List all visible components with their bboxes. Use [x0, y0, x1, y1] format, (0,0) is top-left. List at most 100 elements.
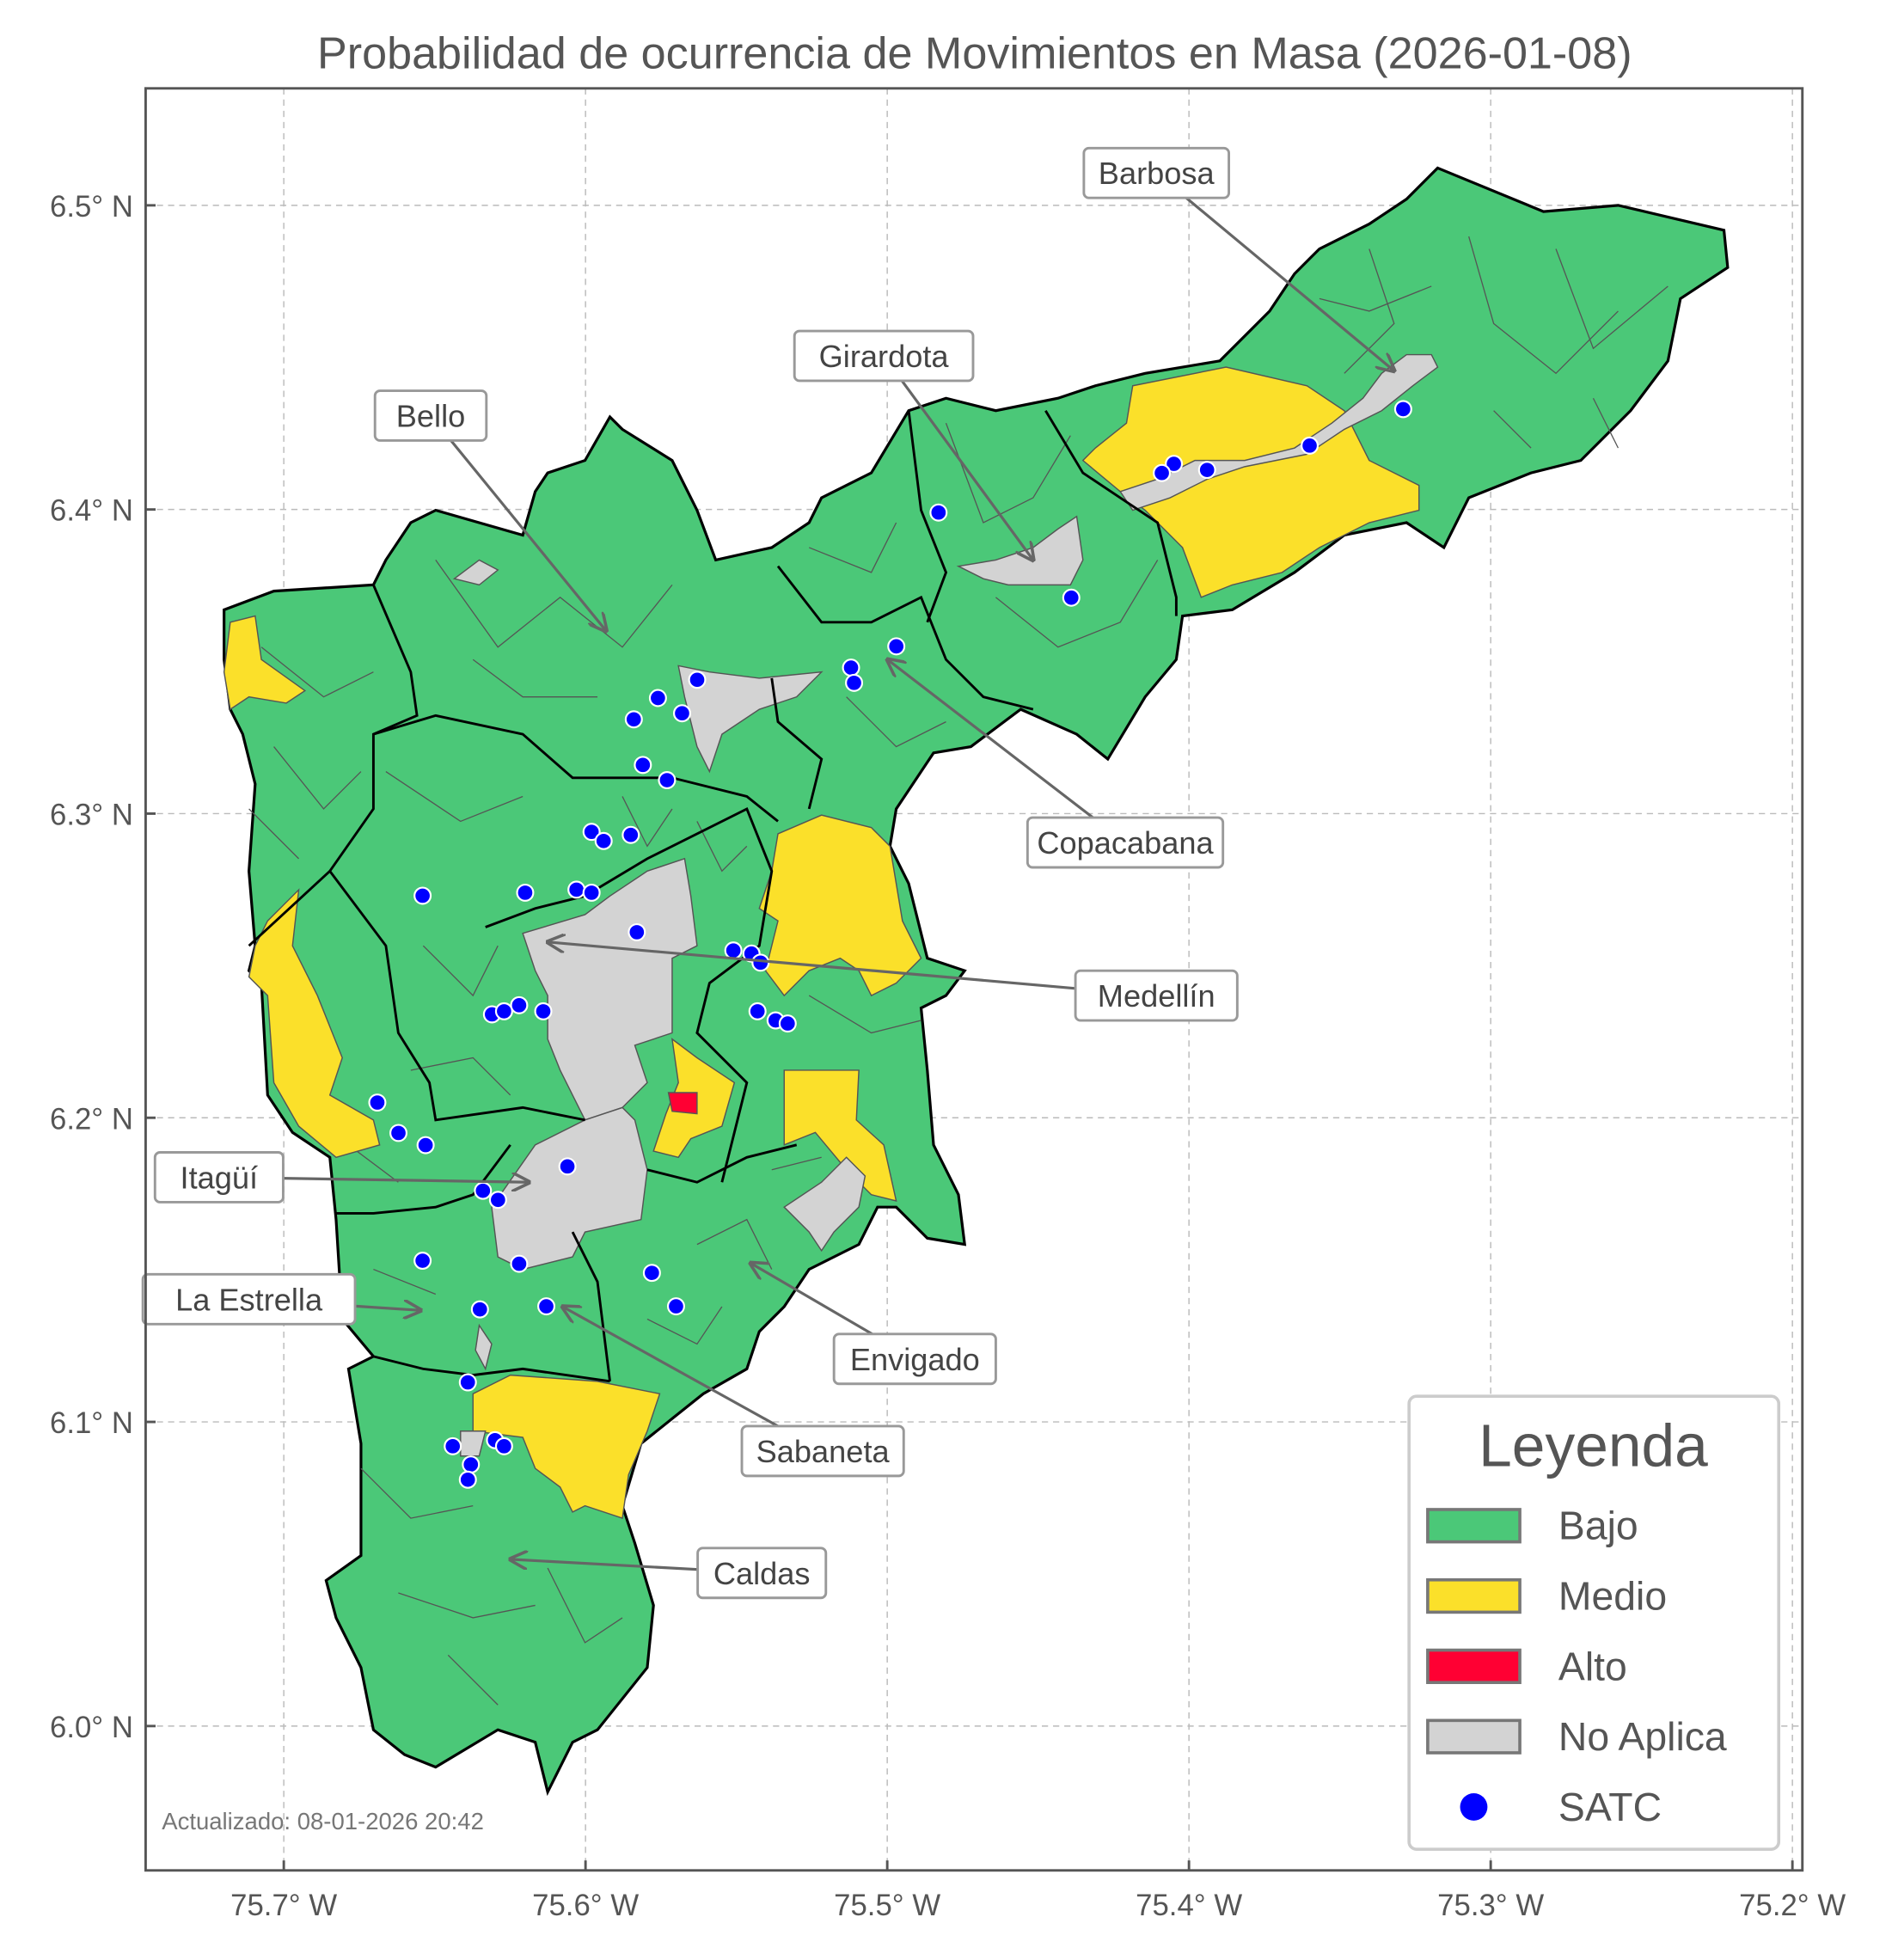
satc-station-marker	[582, 823, 601, 842]
annotation-box	[1074, 969, 1239, 1022]
satc-station-marker	[558, 1157, 577, 1176]
annotation-label: Copacabana	[1037, 825, 1214, 861]
x-tick-label: 75.3° W	[1437, 1890, 1544, 1922]
satc-station-marker	[842, 658, 860, 677]
satc-station-marker	[628, 922, 646, 941]
satc-station-marker	[1165, 455, 1184, 474]
vereda-boundary	[808, 522, 897, 573]
satc-station-marker	[748, 1001, 767, 1020]
annotation-box	[153, 1151, 285, 1204]
legend-item-satc: SATC	[1460, 1785, 1662, 1829]
legend-item-no-aplica: No Aplica	[1426, 1714, 1727, 1759]
vereda-boundary	[696, 1218, 773, 1270]
annotation-box	[832, 1332, 997, 1386]
region-medio	[223, 366, 1420, 1520]
vereda-boundary	[447, 1654, 499, 1706]
satc-station-marker	[658, 771, 677, 790]
satc-station-marker	[494, 1001, 513, 1020]
annotation-label: Itagüí	[181, 1160, 259, 1195]
annotation-barbosa: Barbosa	[1082, 146, 1394, 371]
satc-stations	[368, 400, 1412, 1489]
annotation-label: Barbosa	[1099, 156, 1215, 191]
satc-station-marker	[672, 704, 691, 723]
vereda-boundary	[771, 1156, 822, 1171]
legend-label: Bajo	[1558, 1504, 1638, 1548]
updated-timestamp: Actualizado: 08-01-2026 20:42	[162, 1808, 484, 1834]
region-alto	[667, 1092, 698, 1115]
annotation-label: Sabaneta	[756, 1434, 891, 1469]
satc-station-marker	[416, 1136, 435, 1155]
annotation-label: Bello	[396, 399, 465, 434]
satc-station-marker	[494, 1436, 513, 1455]
satc-station-marker	[666, 1297, 685, 1316]
municipality-annotations: Barbosa Girardota Bello Copacabana Medellín I…	[141, 146, 1394, 1600]
legend-label: SATC	[1558, 1785, 1662, 1829]
satc-station-marker	[458, 1373, 477, 1392]
satc-station-marker	[534, 1001, 553, 1020]
municipal-boundaries	[248, 409, 1178, 1383]
satc-station-marker	[444, 1436, 462, 1455]
annotation-arrow	[887, 659, 1126, 844]
annotation-bello: Bello	[373, 389, 606, 631]
annotation-box	[793, 329, 975, 383]
satc-station-marker	[1393, 400, 1412, 419]
satc-station-marker	[1197, 461, 1216, 480]
vereda-boundary	[410, 1057, 511, 1096]
vereda-boundary	[385, 770, 524, 823]
y-tick-label: 6.0° N	[50, 1712, 133, 1744]
satc-station-marker	[567, 880, 586, 899]
annotation-box	[1026, 816, 1225, 869]
vereda-boundary	[646, 1306, 723, 1345]
legend: Leyenda Bajo Medio Alto No Aplica SATC	[1407, 1394, 1781, 1851]
y-tick-label: 6.3° N	[50, 799, 133, 831]
satc-station-marker	[634, 756, 652, 775]
annotation-arrow	[429, 414, 606, 631]
satc-station-marker	[474, 1181, 493, 1200]
legend-label: Medio	[1558, 1574, 1667, 1619]
annotation-la-estrella: La Estrella	[141, 1272, 420, 1326]
annotation-label: Caldas	[713, 1556, 811, 1591]
legend-item-alto: Alto	[1426, 1644, 1627, 1688]
annotation-sabaneta: Sabaneta	[563, 1307, 905, 1478]
annotation-box	[1082, 146, 1231, 199]
satc-station-marker	[516, 883, 535, 902]
satc-station-marker	[413, 886, 432, 905]
legend-title: Leyenda	[1479, 1412, 1708, 1479]
annotation-box	[740, 1424, 905, 1478]
satc-station-marker	[470, 1300, 489, 1319]
satc-station-marker	[621, 825, 640, 844]
vereda-boundary	[398, 1592, 536, 1619]
satc-station-marker	[488, 1191, 507, 1210]
vereda-boundary	[435, 560, 673, 648]
legend-marker-circle	[1460, 1793, 1488, 1821]
annotation-box	[373, 389, 488, 442]
satc-station-marker	[510, 995, 529, 1014]
legend-swatch	[1426, 1577, 1522, 1614]
vereda-boundary	[260, 646, 374, 698]
satc-station-marker	[368, 1093, 387, 1112]
vereda-boundary	[696, 821, 748, 873]
legend-swatch	[1426, 1718, 1522, 1755]
satc-station-marker	[1301, 436, 1320, 455]
satc-station-marker	[594, 831, 613, 850]
satc-station-marker	[413, 1252, 432, 1271]
satc-station-marker	[751, 953, 770, 972]
vereda-boundary	[995, 560, 1159, 648]
annotation-arrow	[548, 942, 1157, 997]
annotation-label: La Estrella	[175, 1282, 323, 1317]
vereda-boundary	[360, 1467, 474, 1519]
annotation-box	[141, 1272, 357, 1326]
legend-swatch	[1426, 1648, 1522, 1684]
axes-frame	[144, 87, 1804, 1872]
map-title: Probabilidad de ocurrencia de Movimiento…	[317, 29, 1632, 79]
vereda-boundary	[1592, 397, 1620, 449]
x-tick-label: 75.5° W	[834, 1890, 940, 1922]
vereda-boundary	[1493, 410, 1532, 449]
vereda-boundary	[846, 696, 946, 748]
x-tick-label: 75.6° W	[532, 1890, 639, 1922]
vereda-boundary	[547, 1567, 623, 1644]
vereda-boundary	[248, 808, 299, 860]
x-tick-label: 75.4° W	[1136, 1890, 1242, 1922]
satc-station-marker	[887, 637, 906, 656]
